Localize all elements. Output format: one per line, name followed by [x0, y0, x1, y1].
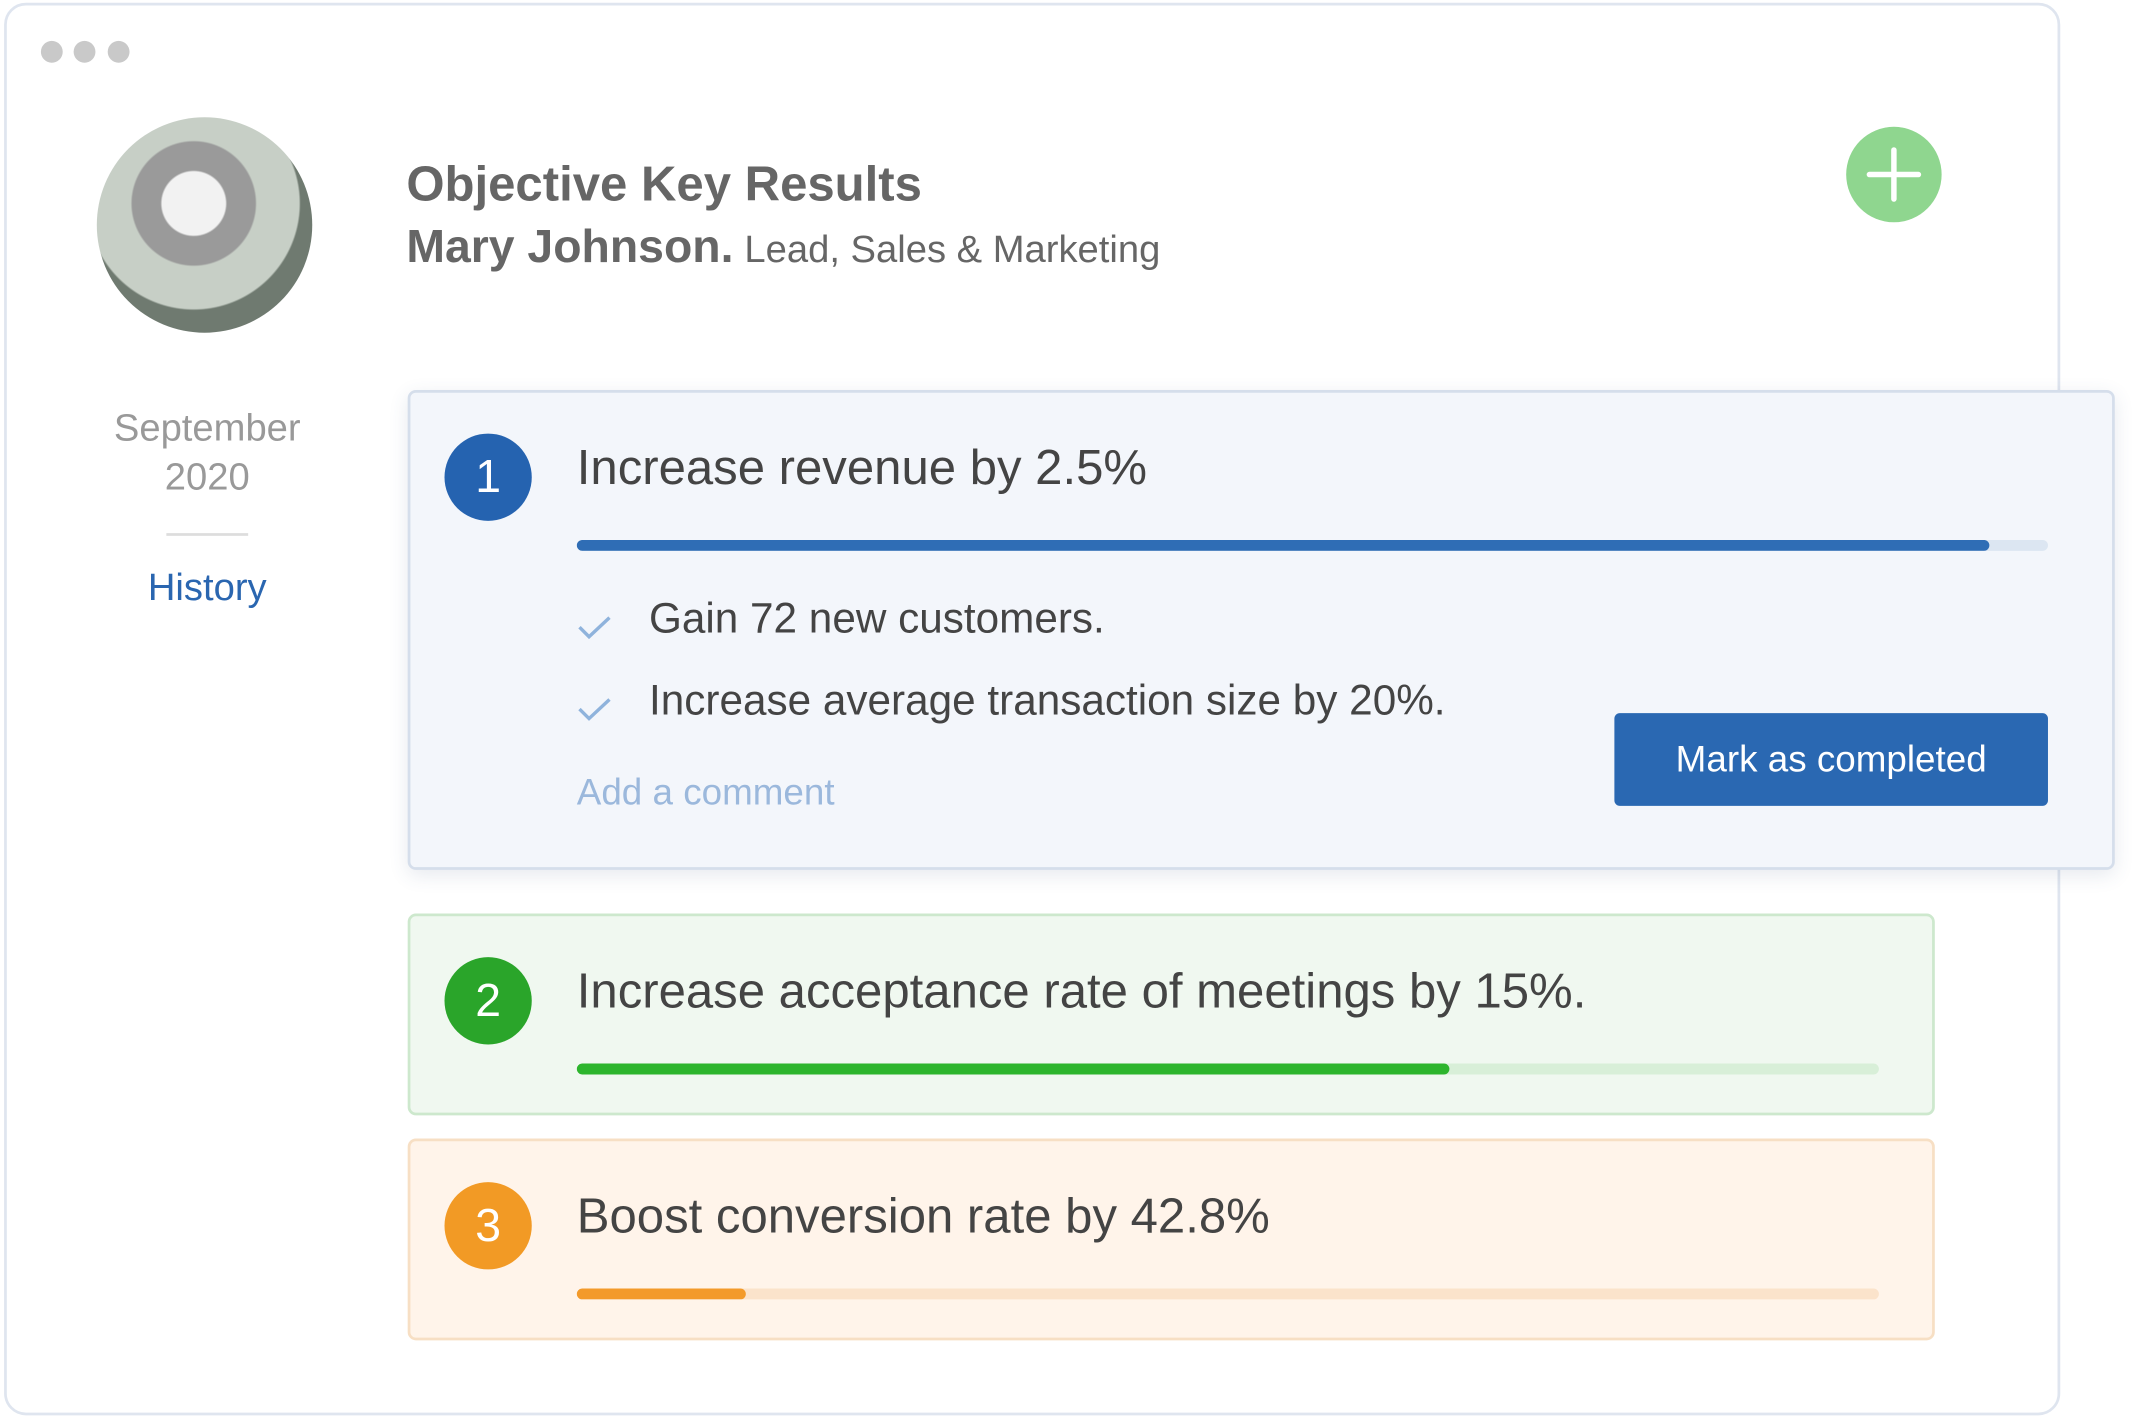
year: 2020 [164, 455, 250, 498]
add-button[interactable] [1846, 126, 1942, 223]
objective-number: 1 [444, 433, 532, 521]
divider [166, 533, 249, 536]
window-dot [73, 40, 96, 63]
page-title: Objective Key Results [406, 155, 922, 212]
objective-number: 3 [444, 1182, 532, 1270]
complete-button[interactable]: Mark as completed [1614, 713, 2048, 806]
progress-fill [576, 539, 1990, 551]
check-icon [577, 695, 612, 722]
progress-track [576, 1063, 1879, 1075]
objective-card: 3 Boost conversion rate by 42.8% [407, 1138, 1935, 1341]
objective-card: 1 Increase revenue by 2.5% Gain 72 new cus… [407, 389, 2115, 870]
history-link[interactable]: History [147, 565, 267, 609]
avatar [96, 117, 313, 333]
progress-fill [576, 1288, 747, 1300]
progress-track [576, 1288, 1879, 1300]
month: September [113, 406, 301, 449]
user-line: Mary Johnson. Lead, Sales & Marketing [406, 221, 1160, 274]
user-role: Lead, Sales & Marketing [744, 227, 1161, 270]
progress-track [576, 539, 2048, 551]
progress-fill [576, 1063, 1450, 1075]
objective-title: Increase acceptance rate of meetings by … [576, 962, 1587, 1019]
user-name: Mary Johnson. [406, 220, 734, 273]
objective-title: Boost conversion rate by 42.8% [576, 1187, 1270, 1244]
plus-icon [1866, 147, 1922, 202]
check-icon [577, 614, 612, 641]
window-dot [40, 40, 63, 63]
comment-link[interactable]: Add a comment [576, 771, 835, 813]
key-result: Gain 72 new customers. [649, 594, 1105, 643]
key-result: Increase average transaction size by 20%… [649, 676, 1446, 725]
objective-number: 2 [444, 957, 532, 1045]
objective-card: 2 Increase acceptance rate of meetings by… [407, 913, 1935, 1116]
objective-title: Increase revenue by 2.5% [576, 439, 1148, 495]
window-dot [107, 40, 130, 63]
